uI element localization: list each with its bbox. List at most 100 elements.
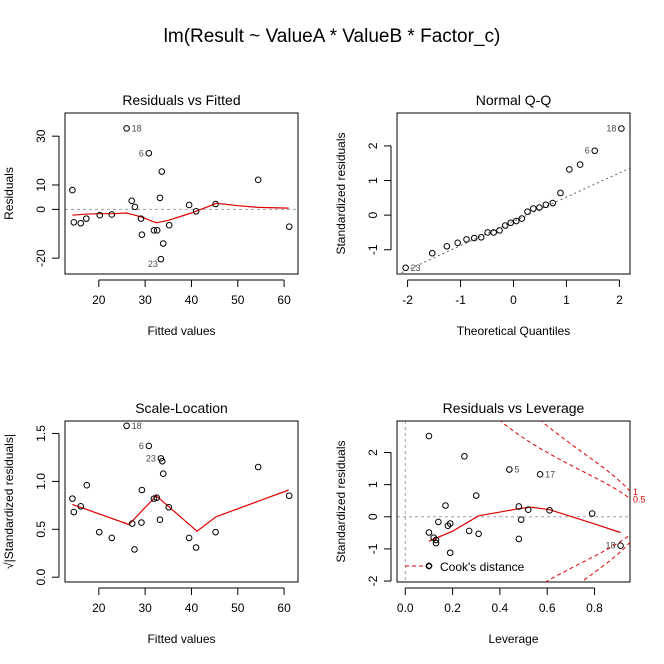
y-tick-label: 0.5 — [34, 521, 48, 538]
x-tick-label: 30 — [138, 601, 152, 615]
resid-fitted-panel: Residuals vs Fitted Fitted values Residual… — [2, 92, 299, 338]
data-point — [501, 222, 509, 229]
data-point — [145, 442, 153, 450]
data-point — [530, 205, 537, 212]
plot-frame — [396, 112, 631, 275]
data-point — [158, 168, 166, 175]
data-point — [70, 218, 78, 226]
data-point — [432, 536, 440, 544]
y-axis-label: Standardized residuals — [334, 440, 348, 562]
smoother-line — [72, 202, 289, 224]
y-axis-label: Standardized residuals — [334, 132, 348, 254]
data-point — [158, 457, 166, 465]
x-tick-label: 60 — [277, 293, 291, 307]
data-point — [128, 520, 136, 527]
data-point — [454, 239, 461, 247]
y-tick-label: 30 — [34, 129, 48, 143]
y-axis-label: Residuals — [2, 167, 16, 220]
data-point — [542, 201, 550, 209]
x-tick-label: 1 — [563, 293, 570, 307]
panel-title: Scale-Location — [135, 400, 228, 416]
data-point — [435, 518, 442, 526]
cooks-level-label: 0.5 — [633, 495, 646, 505]
y-axis-label: √|Standardized residuals| — [2, 434, 16, 569]
point-id-label: 18 — [606, 124, 616, 134]
data-point — [524, 506, 532, 513]
x-tick-label: 60 — [277, 601, 291, 615]
data-point — [108, 534, 116, 542]
data-point — [617, 542, 624, 549]
x-tick-label: -2 — [402, 293, 413, 307]
data-point — [512, 217, 520, 225]
data-point — [518, 215, 526, 222]
y-tick-label: 2 — [366, 449, 380, 456]
data-point — [536, 204, 543, 211]
panel-title: Normal Q-Q — [476, 92, 552, 108]
x-tick-label: 20 — [92, 293, 106, 307]
point-id-label: 5 — [514, 465, 519, 475]
data-point — [566, 166, 573, 173]
point-id-label: 6 — [585, 146, 590, 156]
data-point — [475, 530, 482, 538]
data-point — [285, 492, 293, 500]
data-point — [432, 539, 440, 547]
y-tick-label: 1 — [366, 481, 380, 488]
resid-leverage-panel: Residuals vs Leverage Leverage Standardize… — [334, 400, 646, 646]
x-tick-label: 0.4 — [492, 601, 509, 615]
data-point — [212, 200, 219, 208]
x-tick-label: 0.8 — [586, 601, 603, 615]
data-point — [156, 516, 164, 524]
x-axis-label: Theoretical Quantiles — [457, 324, 570, 338]
data-point — [150, 227, 158, 234]
data-point — [515, 503, 523, 510]
data-point — [446, 549, 454, 557]
point-id-label: 17 — [545, 469, 555, 479]
data-point — [192, 544, 200, 551]
x-tick-label: 50 — [231, 601, 245, 615]
data-point — [137, 215, 145, 222]
cooks-level-label: 1 — [633, 487, 638, 497]
main-title: lm(Result ~ ValueA * ValueB * Factor_c) — [163, 26, 501, 47]
point-id-label: 23 — [411, 263, 421, 273]
data-point — [428, 249, 436, 257]
data-point — [254, 176, 262, 184]
y-tick-label: -20 — [34, 249, 48, 267]
data-point — [254, 463, 262, 471]
data-point — [546, 507, 553, 514]
point-id-label: 18 — [606, 541, 616, 551]
point-id-label: 23 — [148, 259, 158, 269]
x-tick-label: 30 — [138, 293, 152, 307]
plot-frame — [64, 112, 299, 275]
data-point — [128, 197, 136, 205]
data-point — [150, 495, 158, 502]
data-point — [138, 231, 146, 239]
data-point — [123, 422, 130, 430]
y-tick-label: 2 — [366, 142, 380, 149]
panel-title: Residuals vs Leverage — [443, 400, 585, 416]
data-point — [153, 227, 161, 234]
data-point — [156, 194, 164, 202]
data-point — [490, 229, 497, 236]
y-tick-label: -1 — [366, 244, 380, 255]
data-point — [536, 471, 544, 478]
point-id-label: 18 — [132, 421, 142, 431]
data-point — [443, 243, 451, 250]
x-tick-label: 40 — [185, 601, 199, 615]
data-point — [153, 494, 161, 501]
y-tick-label: 0 — [366, 513, 380, 520]
data-point — [192, 208, 200, 215]
data-point — [159, 240, 167, 247]
x-tick-label: 0.0 — [397, 601, 414, 615]
y-tick-label: 1.5 — [34, 425, 48, 442]
data-point — [83, 481, 91, 489]
data-point — [108, 211, 116, 218]
data-point — [477, 233, 485, 241]
data-point — [465, 527, 473, 535]
data-point — [517, 516, 525, 523]
data-point — [506, 466, 513, 473]
data-point — [463, 236, 470, 243]
cooks-distance-contour — [499, 421, 630, 500]
data-point — [472, 492, 480, 499]
x-tick-label: 0 — [510, 293, 517, 307]
data-point — [185, 201, 193, 209]
